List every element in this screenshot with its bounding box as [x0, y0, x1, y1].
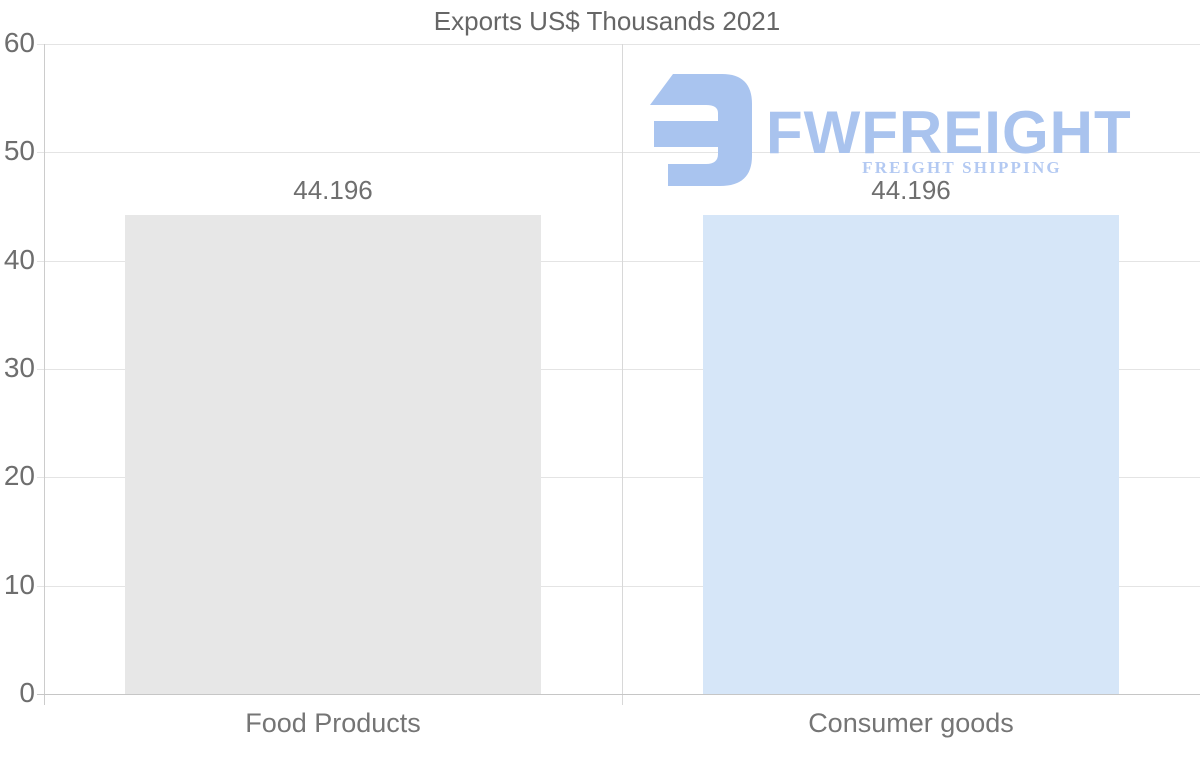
category-divider-1 [622, 44, 623, 705]
y-tick-label-20: 20 [3, 460, 35, 491]
gridline-y-20 [37, 477, 1200, 478]
watermark-brand-text: FWFREIGHT [766, 99, 1132, 166]
category-label-consumer-goods: Consumer goods [808, 708, 1014, 738]
gridline-y-60 [37, 44, 1200, 45]
y-tick-label-60: 60 [3, 27, 35, 58]
gridline-y-10 [37, 586, 1200, 587]
bar-food-products [125, 215, 541, 694]
chart-title: Exports US$ Thousands 2021 [433, 6, 781, 36]
gridline-y-50 [37, 152, 1200, 153]
gridline-y-40 [37, 261, 1200, 262]
x-axis-tick-1 [622, 694, 623, 705]
y-axis-line [44, 44, 45, 705]
value-label-consumer-goods: 44.196 [871, 175, 951, 205]
y-tick-label-30: 30 [3, 352, 35, 383]
y-tick-label-50: 50 [3, 135, 35, 166]
value-label-food-products: 44.196 [293, 175, 373, 205]
watermark-tagline-text: FREIGHT SHIPPING [862, 158, 1062, 177]
bar-consumer-goods [703, 215, 1119, 694]
watermark-logo: FWFREIGHT FREIGHT SHIPPING [648, 72, 1158, 186]
y-tick-label-0: 0 [19, 677, 35, 708]
gridline-y-30 [37, 369, 1200, 370]
category-label-food-products: Food Products [245, 708, 421, 738]
x-axis-line [37, 694, 1200, 695]
y-tick-label-10: 10 [3, 569, 35, 600]
y-tick-label-40: 40 [3, 244, 35, 275]
fwfreight-logo-icon [650, 74, 752, 186]
